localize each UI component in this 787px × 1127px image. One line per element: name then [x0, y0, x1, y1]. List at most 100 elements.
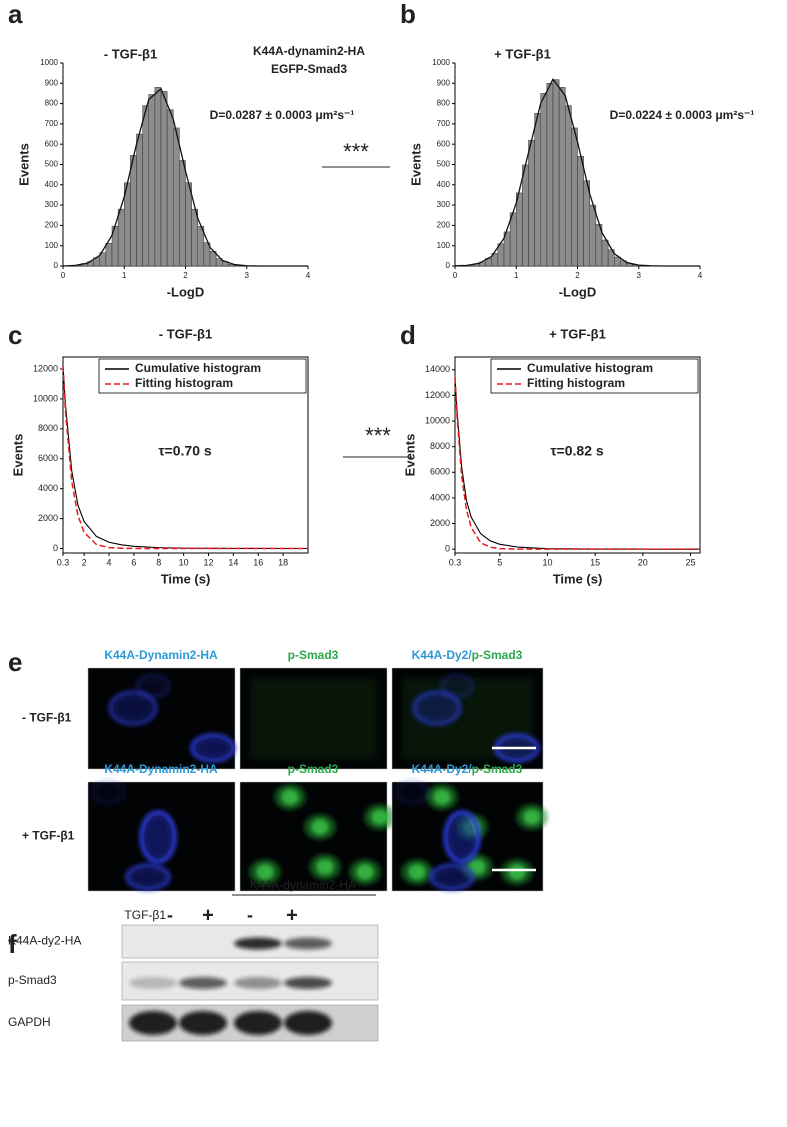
x-tick-label: 20: [638, 557, 648, 567]
y-tick-label: 10000: [425, 415, 450, 425]
blue-cell-fill: [450, 817, 474, 857]
histogram-bar: [136, 133, 143, 267]
y-axis-label: Events: [16, 143, 31, 186]
green-nucleus: [311, 819, 329, 835]
lane-sign: +: [286, 904, 298, 926]
fit-curve: [62, 87, 308, 267]
histogram-bar: [558, 87, 566, 267]
plot-frame: [62, 356, 309, 554]
histogram-bar: [166, 109, 174, 267]
y-tick-label: 400: [45, 180, 59, 189]
y-axis-label: Events: [10, 434, 25, 477]
x-tick-label: 18: [278, 557, 288, 567]
header-part: p-Smad3: [472, 648, 523, 662]
plot-frame: [454, 356, 701, 554]
fit-curve: [454, 78, 700, 267]
y-tick-label: 300: [45, 200, 59, 209]
x-axis-label: -LogD: [559, 284, 597, 299]
histogram-bar: [577, 156, 584, 267]
x-tick-label: 12: [203, 557, 213, 567]
legend-box: [490, 358, 699, 394]
blue-cell: [190, 733, 236, 763]
legend-label: Fitting histogram: [527, 376, 625, 390]
blue-cell: [412, 690, 462, 726]
y-tick-label: 14000: [425, 364, 450, 374]
blot-band: [284, 977, 332, 989]
x-tick-label: 1: [514, 271, 519, 280]
image-background: [87, 667, 236, 770]
blot-band: [179, 977, 227, 989]
histogram-bar: [614, 256, 621, 267]
blue-cell-fill: [146, 817, 170, 857]
histogram-bar: [516, 192, 523, 267]
y-axis-label: Events: [408, 143, 423, 186]
panel-letter: d: [400, 320, 416, 350]
y-tick-label: 8000: [430, 441, 450, 451]
blue-cell: [125, 863, 171, 891]
annotation: D=0.0224 ± 0.0003 μm²s⁻¹: [610, 108, 755, 122]
x-tick-label: 8: [156, 557, 161, 567]
blue-cell-fill: [96, 786, 120, 798]
blot-band: [179, 1011, 227, 1035]
histogram-bar: [117, 208, 125, 267]
x-tick-label: 10: [542, 557, 552, 567]
histogram-bar: [160, 91, 168, 267]
header-part: K44A-Dy2/: [412, 648, 473, 662]
blot-band: [129, 977, 177, 989]
histogram-bar: [509, 212, 517, 267]
y-tick-label: 200: [437, 221, 451, 230]
y-tick-label: 6000: [38, 453, 58, 463]
y-tick-label: 300: [437, 200, 451, 209]
y-tick-label: 2000: [38, 513, 58, 523]
micrograph: [87, 779, 236, 892]
y-tick-label: 600: [437, 139, 451, 148]
lane-sign: +: [202, 904, 214, 926]
y-tick-label: 900: [45, 78, 59, 87]
histogram-bar: [540, 93, 548, 267]
x-tick-label: 15: [590, 557, 600, 567]
y-tick-label: 600: [45, 139, 59, 148]
row-label: K44A-dy2-HA: [8, 934, 81, 948]
column-header: p-Smad3: [288, 648, 339, 662]
x-tick-label: 16: [253, 557, 263, 567]
x-tick-label: 4: [698, 271, 703, 280]
y-tick-label: 0: [446, 261, 451, 270]
blue-cell: [439, 673, 475, 699]
x-tick-label: 14: [228, 557, 238, 567]
x-tick-label: 0: [61, 271, 66, 280]
green-nucleus: [316, 859, 334, 875]
histogram-bar: [571, 127, 578, 267]
annotation: τ=0.70 s: [158, 443, 212, 459]
row-label: GAPDH: [8, 1015, 51, 1029]
x-axis-label: Time (s): [161, 571, 211, 586]
green-nucleus: [371, 809, 389, 825]
green-nucleus: [356, 864, 374, 880]
series-line: [454, 377, 700, 550]
column-header: K44A-Dy2/p-Smad3: [412, 762, 523, 776]
micrograph: [239, 781, 396, 892]
x-tick-label: 3: [637, 271, 642, 280]
blue-cell-fill: [436, 870, 468, 884]
histogram-bar: [173, 127, 180, 267]
column-header: K44A-Dy2/p-Smad3: [412, 648, 523, 662]
legend-label: Cumulative histogram: [135, 361, 261, 375]
y-tick-label: 0: [445, 544, 450, 554]
y-tick-label: 400: [437, 180, 451, 189]
y-tick-label: 10000: [33, 393, 58, 403]
panel-letter: b: [400, 0, 416, 29]
y-tick-label: 500: [45, 160, 59, 169]
blue-cell-fill: [419, 697, 455, 719]
green-nucleus: [508, 864, 526, 880]
y-tick-label: 200: [45, 221, 59, 230]
significance: ***: [365, 423, 391, 448]
lane-sign: -: [247, 905, 253, 925]
y-tick-label: 4000: [38, 483, 58, 493]
x-axis-label: -LogD: [167, 284, 205, 299]
x-tick-label: 5: [497, 557, 502, 567]
green-nucleus: [433, 789, 451, 805]
y-tick-label: 6000: [430, 467, 450, 477]
y-tick-label: 1000: [40, 58, 58, 67]
panel-letter: f: [8, 929, 17, 959]
panel-letter: a: [8, 0, 23, 29]
